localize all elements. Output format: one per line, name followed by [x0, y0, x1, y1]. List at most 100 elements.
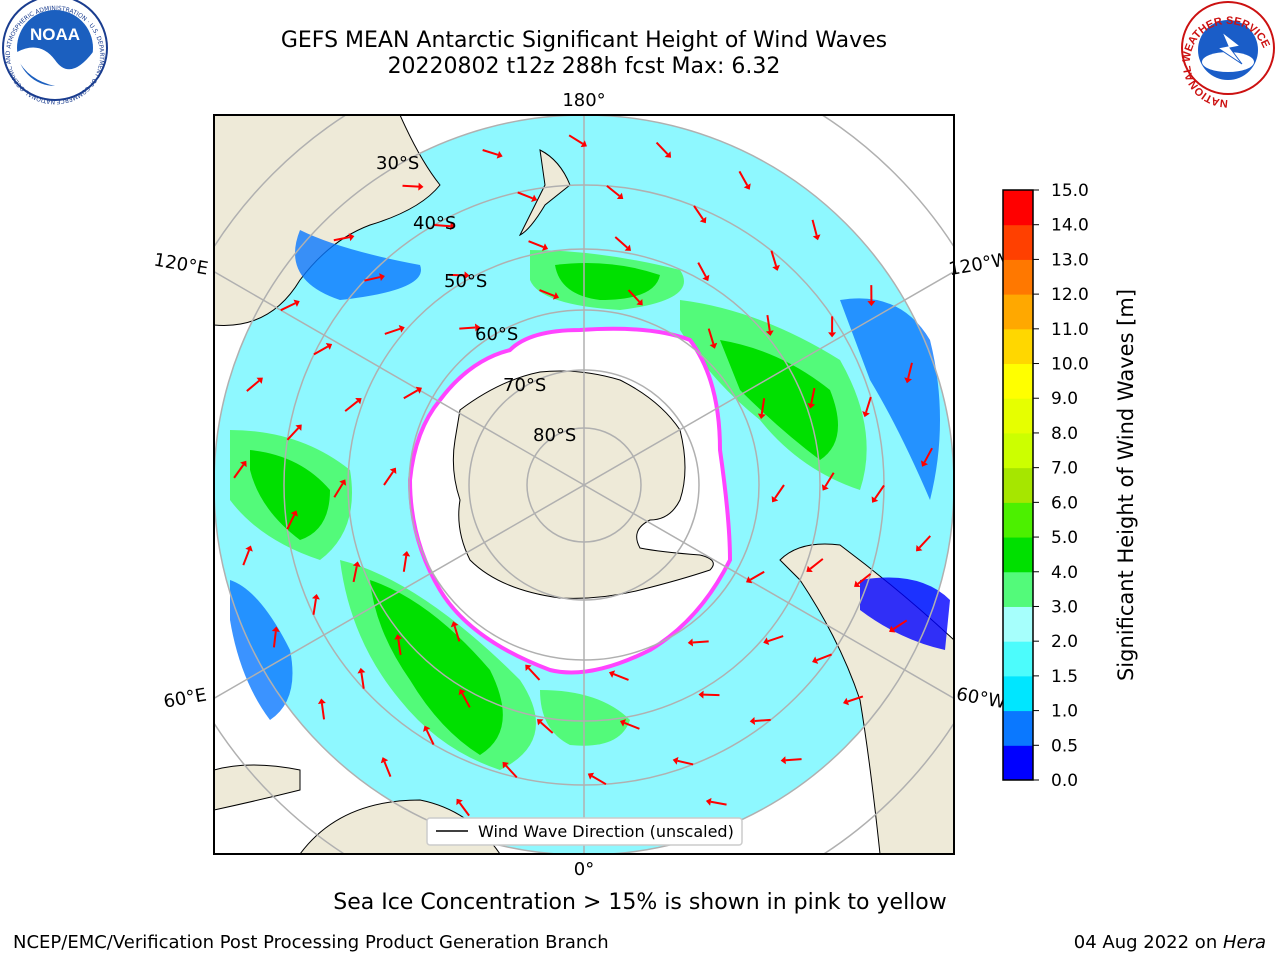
wind-wave-arrow — [923, 447, 933, 463]
colorbar-segment — [1003, 745, 1033, 781]
wind-wave-arrow — [434, 223, 451, 228]
wind-wave-arrow — [397, 638, 402, 656]
wind-wave-arrow-head — [854, 580, 861, 587]
colorbar-tick-label: 3.0 — [1051, 597, 1078, 617]
wind-wave-arrow — [918, 535, 932, 549]
wind-wave-arrow — [738, 170, 749, 186]
wind-wave-arrow — [774, 484, 785, 499]
colorbar-segment — [1003, 294, 1033, 330]
lon-label-60w: 60°W — [955, 684, 1008, 713]
wind-wave-arrow-head — [587, 772, 595, 780]
colorbar-tick-label: 4.0 — [1051, 563, 1078, 583]
wind-wave-arrow — [280, 302, 296, 312]
wind-wave-arrow-head — [311, 593, 320, 600]
wind-wave-arrow-head — [541, 243, 549, 251]
wind-wave-arrow — [242, 549, 250, 566]
wind-wave-arrow — [383, 761, 392, 778]
wind-wave-arrow-head — [765, 330, 774, 336]
wind-wave-arrow-head — [749, 717, 755, 725]
wind-wave-arrow-head — [496, 151, 503, 159]
wind-wave-arrow-head — [357, 667, 366, 674]
wind-wave-arrow-head — [743, 183, 751, 190]
footer-machine: Hera — [1222, 932, 1266, 953]
wind-wave-arrow-head — [871, 496, 879, 503]
colorbar-tick-label: 2.0 — [1051, 632, 1078, 652]
colorbar-tick-label: 7.0 — [1051, 459, 1078, 479]
wind-wave-arrow — [816, 653, 832, 662]
wind-wave-arrow — [453, 625, 461, 642]
wind-wave-arrow-head — [672, 756, 679, 765]
wind-wave-arrow-head — [862, 411, 870, 418]
wind-wave-arrow-head — [398, 325, 405, 333]
graticule — [214, 115, 954, 854]
wind-wave-arrow — [527, 667, 541, 681]
wind-wave-arrow-head — [256, 377, 263, 384]
colorbar-segment — [1003, 190, 1033, 226]
lat-label-80s: 80°S — [533, 425, 576, 446]
wind-wave-arrow-head — [745, 576, 753, 584]
wind-wave-arrow — [810, 387, 816, 404]
wind-wave-arrow — [655, 141, 669, 155]
wind-wave-arrow-head — [771, 495, 779, 503]
lon-label-120e: 120°E — [152, 249, 210, 279]
colorbar-tick-label: 12.0 — [1051, 285, 1089, 305]
wind-wave-arrow-head — [474, 323, 481, 332]
wind-wave-arrow-head — [379, 273, 385, 281]
wind-wave-arrow-head — [525, 664, 532, 671]
sea-ice-caption: Sea Ice Concentration > 15% is shown in … — [333, 890, 947, 915]
africa-land — [214, 764, 301, 811]
wind-wave-arrow-head — [916, 544, 923, 552]
colorbar-segment — [1003, 537, 1033, 573]
wind-wave-arrow-head — [709, 342, 718, 349]
colorbar-tick-label: 1.0 — [1051, 702, 1078, 722]
wind-wave-arrow — [402, 555, 408, 572]
wind-wave-arrow — [352, 566, 358, 583]
wind-wave-arrow — [333, 236, 350, 242]
colorbar-segment — [1003, 606, 1033, 642]
chart-subtitle: 20220802 t12z 288h fcst Max: 6.32 — [387, 54, 781, 79]
wind-wave-arrow — [333, 483, 344, 498]
colorbar-tick-label: 1.5 — [1051, 667, 1078, 687]
wind-wave-arrow-head — [904, 377, 913, 384]
footer-date: 04 Aug 2022 on — [1073, 932, 1223, 953]
wind-wave-arrow-head — [245, 545, 253, 552]
wind-wave-arrow-head — [889, 625, 896, 633]
wind-wave-arrow — [809, 558, 824, 570]
wind-wave-arrow — [425, 729, 435, 745]
wind-wave-arrow-head — [552, 292, 560, 300]
wind-wave-arrow-head — [531, 194, 538, 203]
colorbar-tick-label: 8.0 — [1051, 424, 1078, 444]
wind-wave-arrows — [233, 134, 933, 835]
colorbar-tick-label: 5.0 — [1051, 528, 1078, 548]
wind-wave-arrow — [824, 472, 835, 487]
wind-wave-arrow — [482, 149, 499, 156]
wind-wave-arrow-head — [812, 656, 819, 664]
wind-wave-arrow — [246, 380, 260, 392]
wind-wave-arrow — [857, 573, 872, 585]
colorbar-segment — [1003, 432, 1033, 469]
wind-wave-arrow-head — [624, 244, 631, 251]
wind-wave-arrow — [606, 185, 621, 197]
colorbar-tick-label: 15.0 — [1051, 181, 1089, 201]
wind-wave-arrow — [760, 398, 766, 415]
wind-wave-arrow-head — [456, 798, 463, 806]
wind-wave-arrow — [286, 427, 300, 441]
wind-wave-arrow — [693, 205, 704, 220]
wind-wave-arrow — [865, 396, 872, 413]
wind-wave-arrow-head — [619, 719, 627, 727]
wind-wave-arrow-head — [380, 757, 389, 764]
wind-wave-arrow — [517, 191, 533, 200]
wind-wave-arrow-head — [636, 299, 643, 306]
wind-wave-arrow-head — [293, 299, 300, 307]
wind-wave-arrow-head — [616, 192, 624, 200]
colorbar-segment — [1003, 467, 1033, 503]
wind-wave-arrow — [770, 250, 778, 267]
lon-label-60e: 60°E — [162, 684, 208, 712]
wind-wave-arrow-head — [317, 698, 326, 705]
wind-wave-arrow — [591, 775, 607, 786]
wind-wave-arrow — [402, 184, 419, 188]
colorbar-segment — [1003, 571, 1033, 607]
wind-wave-arrow — [320, 703, 326, 720]
wind-wave-arrow-head — [702, 274, 710, 282]
